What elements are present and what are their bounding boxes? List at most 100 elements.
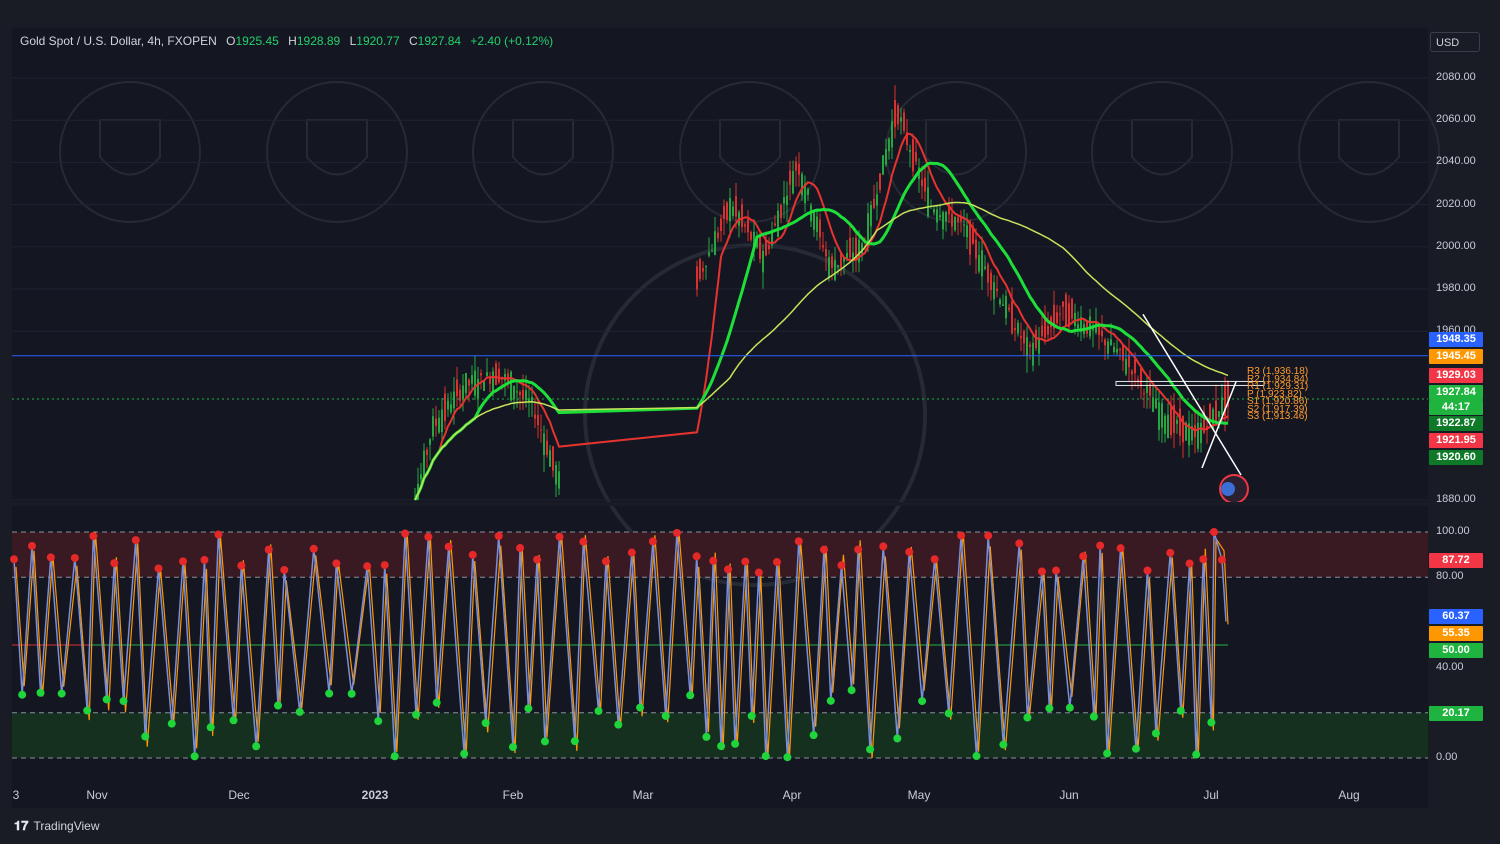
candle-body [801, 173, 803, 196]
watermark-shield [925, 119, 987, 176]
candle-body [1041, 325, 1043, 337]
candle-body [1017, 322, 1019, 334]
candle-body [1167, 414, 1169, 439]
candle-body [1047, 325, 1049, 335]
candle-body [1197, 422, 1199, 449]
candle-body [828, 257, 830, 278]
oversold-dot [1207, 718, 1216, 727]
candle-body [1131, 370, 1133, 375]
oversold-dot [944, 709, 953, 718]
overbought-dot [794, 537, 803, 546]
time-tick-label: Apr [782, 788, 802, 802]
oversold-dot [661, 711, 670, 720]
candle-body [933, 209, 935, 213]
candle-body [870, 204, 872, 227]
overbought-dot [110, 559, 119, 568]
currency-button[interactable]: USD [1430, 32, 1480, 52]
price-tick-label: 2060.00 [1436, 113, 1476, 126]
price-tag: 1945.45 [1429, 349, 1483, 364]
candle-body [792, 171, 794, 194]
candle-body [534, 414, 536, 419]
candle-body [429, 439, 431, 445]
candle-body [1128, 354, 1130, 368]
candle-body [1161, 403, 1163, 428]
oversold-dot [972, 752, 981, 761]
oversold-dot [347, 689, 356, 698]
candle-body [516, 391, 518, 393]
candle-body [1200, 423, 1202, 444]
overbought-dot [724, 565, 733, 574]
overbought-dot [1166, 548, 1175, 557]
pivot-label: S1 (1,920.86) [1247, 396, 1308, 407]
candle-body [1191, 426, 1193, 441]
candle-body [822, 245, 824, 248]
candle-body [444, 393, 446, 421]
time-tick-label: Jul [1203, 788, 1219, 802]
oversold-dot [1151, 729, 1160, 738]
candle-body [1056, 312, 1058, 323]
overbought-dot [424, 532, 433, 541]
watermark-shield [1131, 119, 1193, 176]
overbought-dot [264, 545, 273, 554]
tradingview-brand[interactable]: 𝟏𝟕 TradingView [14, 818, 100, 834]
candle-body [513, 385, 515, 400]
candle-body [714, 231, 716, 255]
oversold-dot [374, 717, 383, 726]
low-label: L [349, 34, 357, 48]
overbought-dot [930, 555, 939, 564]
candle-body [450, 404, 452, 413]
candle-body [840, 252, 842, 268]
osc-tag: 20.17 [1429, 706, 1483, 721]
oversold-dot [167, 719, 176, 728]
price-tag: 1948.35 [1429, 332, 1483, 347]
overbought-dot [401, 529, 410, 538]
symbol-title[interactable]: Gold Spot / U.S. Dollar, 4h, FXOPEN [20, 34, 217, 48]
oversold-dot [102, 695, 111, 704]
oversold-dot [702, 732, 711, 741]
price-tick-label: 2040.00 [1436, 155, 1476, 168]
candle-body [975, 239, 977, 259]
candle-body [1176, 420, 1178, 424]
overbought-dot [601, 557, 610, 566]
candle-body [873, 198, 875, 208]
oversold-dot [1103, 749, 1112, 758]
change-value: +2.40 (+0.12%) [470, 34, 554, 48]
candle-body [1164, 415, 1166, 434]
overbought-dot [837, 561, 846, 570]
overbought-dot [957, 531, 966, 540]
candle-body [531, 397, 533, 403]
symbol-header[interactable]: Gold Spot / U.S. Dollar, 4h, FXOPEN O192… [20, 34, 559, 48]
candle-body [981, 250, 983, 277]
candle-body [747, 218, 749, 233]
oversold-dot [141, 732, 150, 741]
candle-body [885, 149, 887, 165]
overbought-dot [28, 541, 37, 550]
candle-body [879, 173, 881, 190]
high-value: 1928.89 [296, 34, 341, 48]
candle-body [1155, 398, 1157, 408]
candle-body [462, 385, 464, 399]
candle-body [483, 381, 485, 391]
candle-body [1107, 341, 1109, 354]
oversold-dot [1065, 703, 1074, 712]
oversold-dot [1192, 750, 1201, 759]
time-tick-label: 2023 [361, 788, 389, 802]
osc-tag: 87.72 [1429, 553, 1483, 568]
oversold-dot [999, 740, 1008, 749]
pivot-label: S2 (1,917.39) [1247, 403, 1308, 415]
candle-body [1044, 318, 1046, 338]
candle-body [1032, 342, 1034, 366]
overbought-dot [1185, 559, 1194, 568]
overbought-dot [444, 542, 453, 551]
oversold-dot [570, 737, 579, 746]
candle-body [831, 256, 833, 268]
high-label: H [288, 34, 297, 48]
trendline [1201, 381, 1237, 469]
time-tick-label: Feb [502, 788, 524, 802]
overbought-dot [363, 562, 372, 571]
candle-body [732, 206, 734, 216]
candle-body [843, 257, 845, 262]
candle-body [1158, 402, 1160, 431]
candle-body [972, 226, 974, 244]
